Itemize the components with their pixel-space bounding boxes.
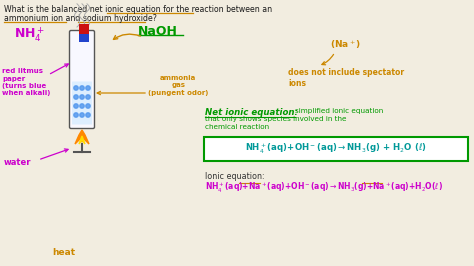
Circle shape [74, 113, 78, 117]
FancyBboxPatch shape [204, 137, 468, 161]
Text: NH$_4^+$: NH$_4^+$ [14, 25, 45, 44]
Polygon shape [79, 136, 85, 144]
Circle shape [74, 95, 78, 99]
Text: NH$_4^+$(aq)+OH$^-$(aq)$\rightarrow$NH$_3$(g) + H$_2$O ($\ell$): NH$_4^+$(aq)+OH$^-$(aq)$\rightarrow$NH$_… [245, 142, 427, 156]
Text: does not include spectator
ions: does not include spectator ions [288, 68, 404, 88]
Text: water: water [4, 158, 31, 167]
Circle shape [80, 86, 84, 90]
Circle shape [74, 86, 78, 90]
Text: NaOH: NaOH [138, 25, 178, 38]
Circle shape [80, 95, 84, 99]
Bar [79, 34, 89, 42]
Text: ammonia
gas
(pungent odor): ammonia gas (pungent odor) [148, 75, 209, 96]
Text: chemical reaction: chemical reaction [205, 124, 269, 130]
Text: (Na$^+$): (Na$^+$) [330, 38, 361, 51]
Text: that only shows species involved in the: that only shows species involved in the [205, 116, 346, 122]
Circle shape [86, 95, 90, 99]
Circle shape [80, 113, 84, 117]
FancyBboxPatch shape [72, 81, 92, 124]
Polygon shape [75, 130, 89, 144]
Circle shape [86, 113, 90, 117]
Text: Ionic equation:: Ionic equation: [205, 172, 264, 181]
Bar [79, 24, 89, 34]
Circle shape [86, 86, 90, 90]
FancyBboxPatch shape [70, 31, 94, 128]
Circle shape [86, 104, 90, 108]
Text: NH$_4^+$(aq)+Na$^+$(aq)+OH$^-$(aq)$\rightarrow$NH$_3$(g)+Na$^+$(aq)+H$_2$O($\ell: NH$_4^+$(aq)+Na$^+$(aq)+OH$^-$(aq)$\righ… [205, 181, 443, 195]
Text: Net ionic equation:: Net ionic equation: [205, 108, 298, 117]
Text: What is the balanced net ionic equation for the reaction between an: What is the balanced net ionic equation … [4, 5, 272, 14]
Circle shape [80, 104, 84, 108]
Text: red litmus
paper
(turns blue
when alkali): red litmus paper (turns blue when alkali… [2, 68, 50, 97]
Text: heat: heat [52, 248, 75, 257]
Text: ammonium ion and sodium hydroxide?: ammonium ion and sodium hydroxide? [4, 14, 157, 23]
Circle shape [74, 104, 78, 108]
Text: simplified ionic equation: simplified ionic equation [295, 108, 383, 114]
